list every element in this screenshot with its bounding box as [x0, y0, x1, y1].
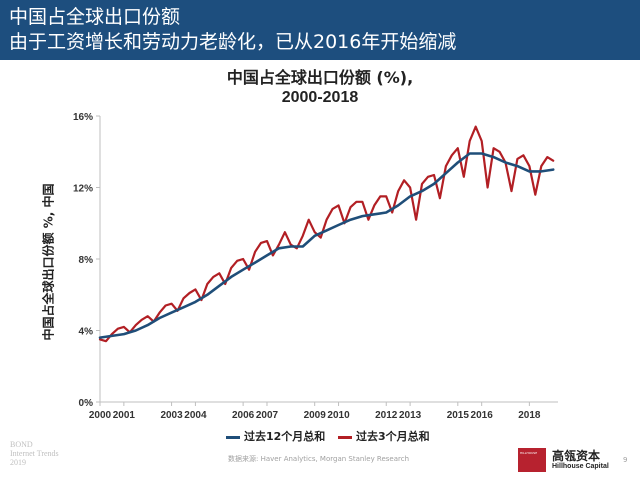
x-tick-label: 2007: [256, 410, 279, 421]
x-tick-label: 2001: [113, 410, 136, 421]
source-note: 数据来源: Haver Analytics, Morgan Stanley Re…: [228, 455, 410, 463]
y-tick-label: 4%: [79, 327, 94, 338]
x-tick-label: 2000: [89, 410, 112, 421]
x-tick-label: 2016: [471, 410, 494, 421]
y-tick-label: 0%: [79, 398, 94, 409]
x-tick-label: 2010: [327, 410, 350, 421]
y-tick-label: 16%: [73, 112, 93, 123]
y-tick-label: 12%: [73, 184, 93, 195]
chart-title: 中国占全球出口份额 (%),: [226, 68, 414, 87]
logo-small-text: HILLHOUSE: [520, 451, 538, 455]
x-tick-label: 2015: [447, 410, 470, 421]
series-line-3m: [98, 125, 555, 343]
x-tick-label: 2009: [304, 410, 327, 421]
hillhouse-logo-icon: HILLHOUSE: [518, 448, 546, 472]
legend-swatch-12m: [226, 435, 240, 439]
legend-item-3m: 过去3个月总和: [338, 428, 430, 444]
legend-label-12m: 过去12个月总和: [244, 430, 326, 443]
y-tick-label: 8%: [79, 255, 94, 266]
slide-title: 中国占全球出口份额: [9, 6, 181, 28]
series-line-12m: [98, 152, 555, 339]
logo-chinese-name: 高瓴资本: [552, 449, 601, 463]
x-tick-label: 2018: [518, 410, 541, 421]
slide-subtitle: 由于工资增长和劳动力老龄化，已从2016年开始缩减: [9, 31, 457, 53]
x-tick-label: 2006: [232, 410, 255, 421]
chart-legend: 过去12个月总和 过去3个月总和: [0, 426, 640, 446]
brand-line-2: Internet Trends: [10, 449, 59, 458]
y-axis-label: 中国占全球出口份额 %, 中国: [41, 183, 56, 341]
brand-line-1: BOND: [10, 440, 33, 449]
legend-label-3m: 过去3个月总和: [356, 430, 430, 443]
bond-brand-watermark: BOND Internet Trends 2019: [10, 440, 59, 467]
legend-swatch-3m: [338, 435, 352, 439]
x-tick-label: 2013: [399, 410, 422, 421]
chart-title-years: 2000-2018: [281, 89, 359, 106]
brand-line-3: 2019: [10, 458, 26, 467]
x-tick-label: 2012: [375, 410, 398, 421]
slide-header: 中国占全球出口份额 由于工资增长和劳动力老龄化，已从2016年开始缩减: [0, 0, 640, 60]
x-tick-label: 2004: [184, 410, 207, 421]
logo-english-name: Hillhouse Capital: [552, 463, 609, 470]
page-number: 9: [623, 456, 628, 464]
x-tick-label: 2003: [160, 410, 183, 421]
legend-item-12m: 过去12个月总和: [226, 428, 325, 444]
